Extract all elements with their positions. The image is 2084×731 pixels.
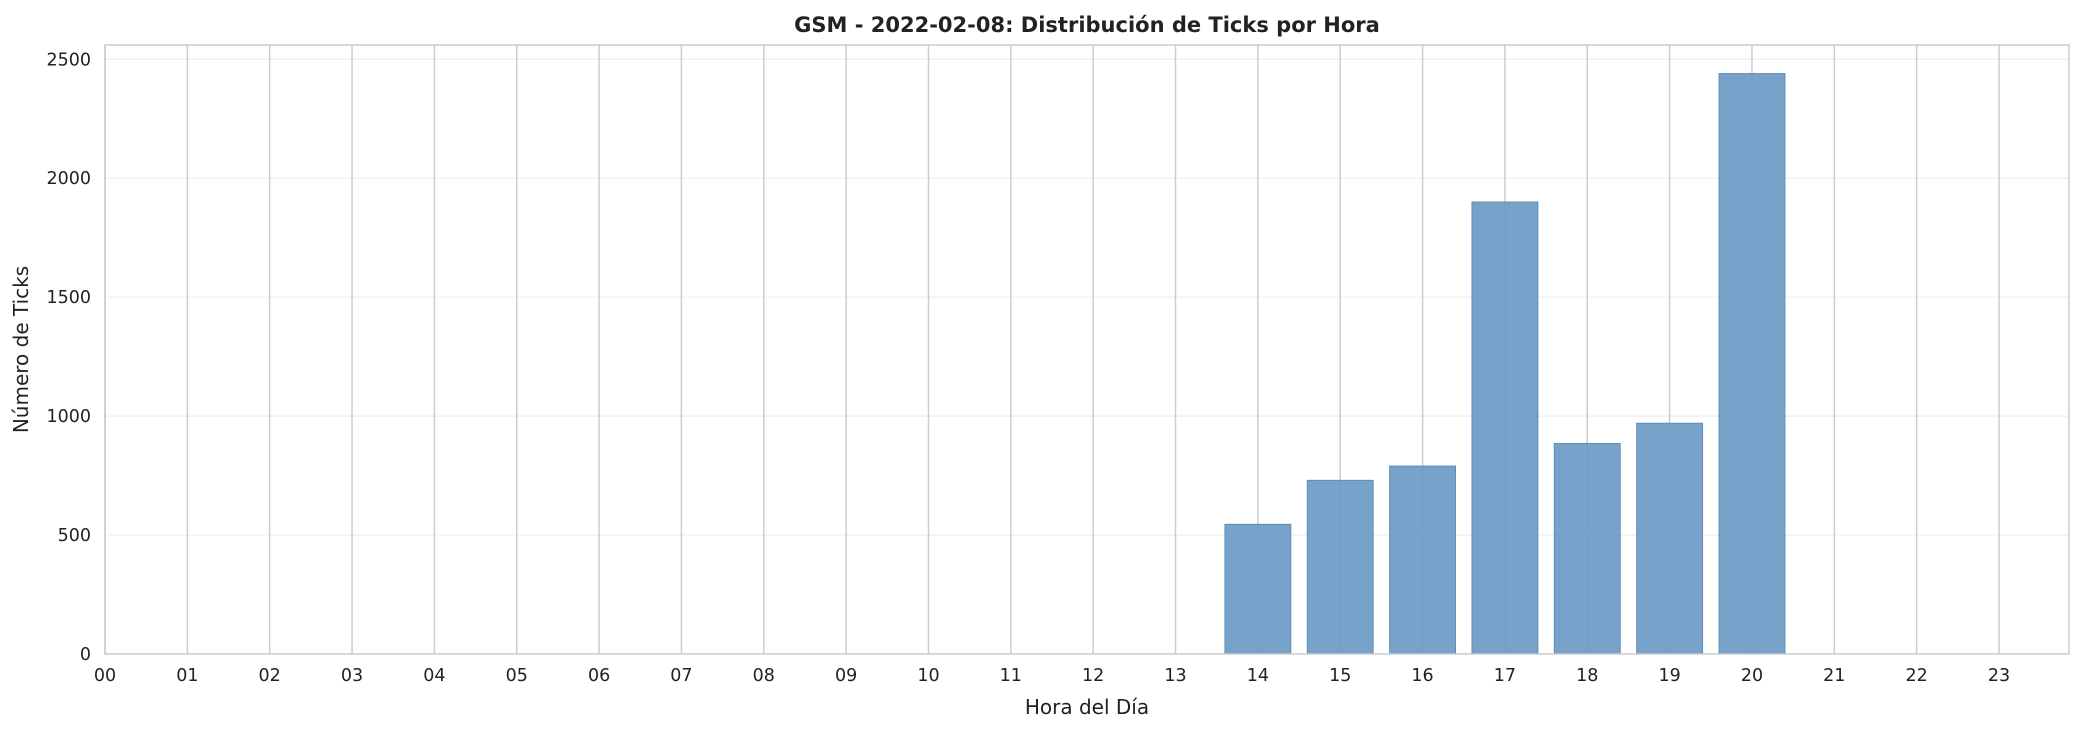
y-tick-label: 1500 — [46, 288, 91, 308]
bars — [1224, 73, 1786, 655]
y-axis-ticks: 0 500 1000 1500 2000 2500 — [46, 50, 91, 665]
x-axis-ticks: 00 01 02 03 04 05 06 07 08 09 10 11 12 13 14 15 16 17 18 19… — [94, 666, 2010, 686]
x-tick-label: 07 — [670, 666, 692, 686]
x-tick-label: 11 — [1000, 666, 1022, 686]
x-tick-label: 18 — [1576, 666, 1598, 686]
bar-hour-20 — [1718, 73, 1786, 655]
x-tick-label: 13 — [1164, 666, 1186, 686]
x-tick-label: 22 — [1906, 666, 1928, 686]
x-tick-label: 19 — [1658, 666, 1680, 686]
x-tick-label: 08 — [753, 666, 775, 686]
x-tick-label: 03 — [341, 666, 363, 686]
x-tick-label: 02 — [259, 666, 281, 686]
x-tick-label: 16 — [1411, 666, 1433, 686]
x-tick-label: 05 — [506, 666, 528, 686]
y-tick-label: 2000 — [46, 169, 91, 189]
bar-hour-14 — [1224, 523, 1292, 655]
x-tick-label: 17 — [1494, 666, 1516, 686]
y-tick-label: 500 — [58, 526, 91, 546]
x-tick-label: 23 — [1988, 666, 2010, 686]
y-tick-label: 2500 — [46, 50, 91, 70]
bar-hour-17 — [1471, 201, 1539, 655]
bar-hour-16 — [1389, 465, 1457, 655]
bar-hour-15 — [1306, 479, 1374, 655]
x-tick-label: 09 — [835, 666, 857, 686]
plot-frame — [104, 44, 2070, 655]
x-tick-label: 01 — [176, 666, 198, 686]
x-tick-label: 20 — [1741, 666, 1763, 686]
x-axis-label: Hora del Día — [1025, 695, 1149, 719]
x-tick-label: 04 — [423, 666, 445, 686]
x-tick-label: 15 — [1329, 666, 1351, 686]
y-tick-label: 1000 — [46, 407, 91, 427]
y-tick-label: 0 — [80, 645, 91, 665]
x-tick-label: 06 — [588, 666, 610, 686]
x-tick-label: 14 — [1247, 666, 1269, 686]
y-axis-label: Número de Ticks — [9, 266, 33, 433]
x-tick-label: 21 — [1823, 666, 1845, 686]
bar-hour-18 — [1553, 442, 1621, 655]
x-tick-label: 12 — [1082, 666, 1104, 686]
x-tick-label: 10 — [917, 666, 939, 686]
chart-title: GSM - 2022-02-08: Distribución de Ticks … — [794, 13, 1380, 37]
bar-hour-19 — [1636, 422, 1704, 655]
x-tick-label: 00 — [94, 666, 116, 686]
